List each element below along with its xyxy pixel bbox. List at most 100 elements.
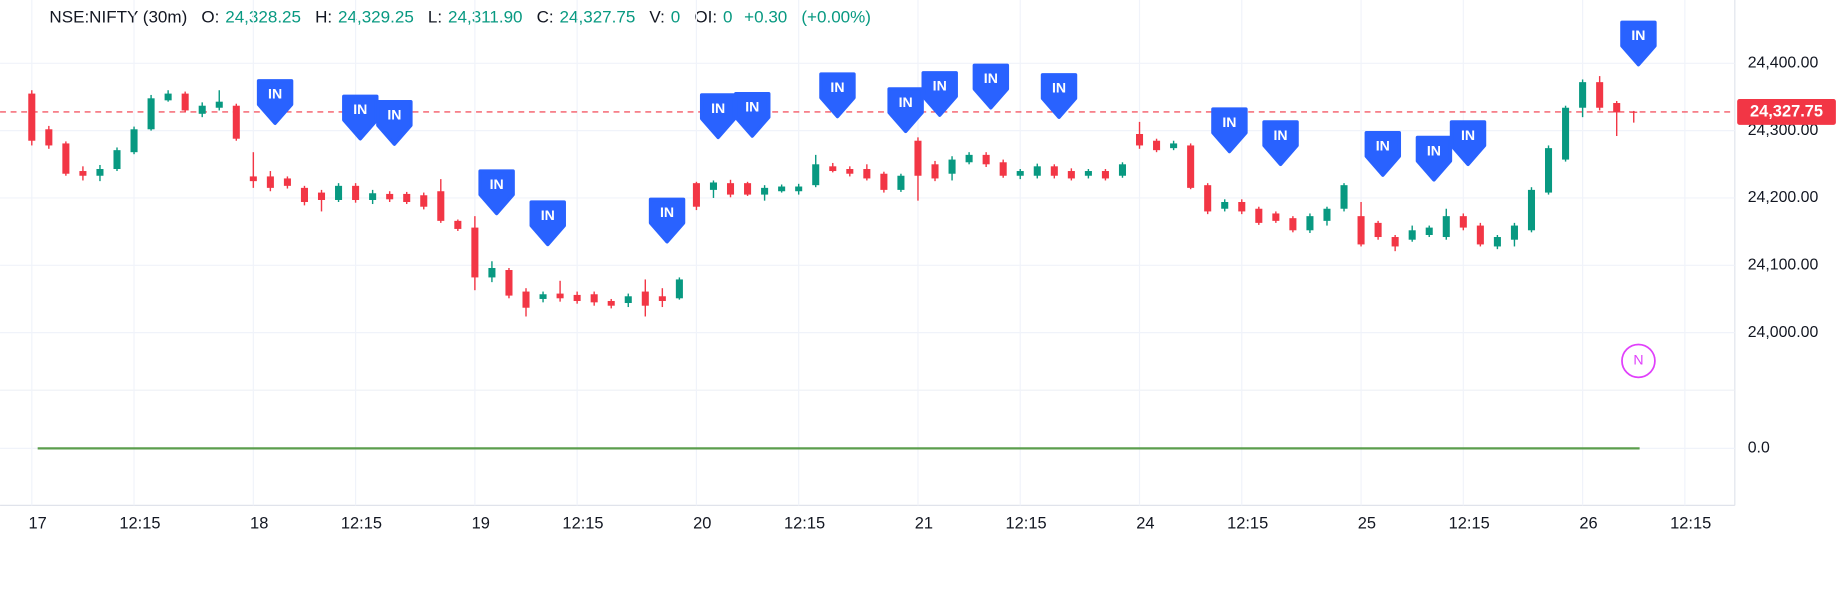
marker-flag [1364, 130, 1402, 177]
marker-label: IN [490, 176, 504, 192]
marker-label: IN [711, 100, 725, 116]
signal-marker: IN [699, 93, 737, 140]
candle-body [198, 105, 206, 114]
signal-marker: IN [256, 79, 294, 125]
marker-flag [1211, 107, 1248, 154]
note-label: N [1633, 352, 1643, 368]
candle-body [1323, 208, 1331, 221]
marker-flag [1449, 120, 1487, 167]
marker-flag [699, 93, 737, 140]
y-tick-label: 24,100.00 [1748, 256, 1819, 273]
candle-body [386, 193, 394, 200]
candle-body [1016, 171, 1024, 176]
candle-body [130, 129, 138, 153]
marker-flag [1040, 73, 1078, 119]
candle-body [1170, 143, 1178, 149]
marker-flag [734, 91, 771, 138]
current-price-label: 24,327.75 [1750, 102, 1823, 120]
candle-body [1221, 202, 1229, 209]
note-circle [1621, 343, 1656, 379]
candle-body [317, 192, 326, 200]
signal-marker: IN [529, 200, 566, 247]
signal-marker: IN [478, 169, 515, 216]
candle-body [1289, 218, 1297, 231]
candle-body [761, 187, 769, 195]
marker-flag [1620, 20, 1657, 67]
marker-flag [342, 94, 379, 141]
marker-label: IN [268, 86, 282, 102]
candle-body [658, 296, 666, 301]
signal-marker: IN [972, 63, 1010, 110]
candle-body [1187, 145, 1195, 188]
marker-label: IN [387, 107, 401, 123]
signal-marker: IN [1620, 20, 1657, 67]
candle-body [420, 195, 428, 207]
candle-body [1067, 171, 1075, 179]
signal-marker: IN [1262, 120, 1299, 167]
candle-body [1118, 164, 1127, 176]
marker-label: IN [1427, 142, 1441, 158]
signal-marker: IN [921, 71, 958, 117]
candle-body [1493, 237, 1501, 247]
y2-tick-label: 0.0 [1748, 440, 1770, 457]
candle-body [846, 169, 854, 174]
note-marker: N [1621, 343, 1656, 379]
x-tick-label: 25 [1358, 515, 1376, 533]
x-tick-label: 12:15 [1449, 515, 1490, 533]
y-tick-label: 24,400.00 [1748, 54, 1819, 71]
candle-body [829, 166, 837, 172]
x-tick-label: 20 [693, 515, 711, 533]
marker-label: IN [830, 79, 844, 95]
legend-key: O: [201, 7, 219, 26]
candle-body [181, 93, 189, 111]
candle-body [709, 182, 717, 190]
x-tick-label: 12:15 [1670, 515, 1711, 533]
candle-body [1408, 230, 1416, 240]
candle-body [1442, 216, 1450, 238]
candle-body [28, 93, 36, 141]
signal-marker: IN [819, 72, 856, 119]
marker-flag [1415, 135, 1453, 182]
marker-flag [256, 79, 294, 125]
candle-body [692, 183, 700, 207]
candle-body [62, 143, 70, 174]
candle-body [369, 193, 377, 200]
candle-body [215, 101, 223, 108]
marker-label: IN [541, 207, 555, 223]
marker-flag [1262, 120, 1299, 167]
candle-body [675, 279, 683, 299]
candle-body [1391, 237, 1399, 247]
candle-body [300, 187, 308, 203]
marker-label: IN [1631, 27, 1645, 43]
candle-body [45, 129, 53, 146]
candle-body [1238, 202, 1246, 212]
legend-key: V: [649, 7, 664, 26]
candle-body [505, 270, 513, 296]
x-tick-label: 12:15 [1227, 515, 1268, 533]
candle-body [880, 173, 888, 190]
candle-body [522, 291, 530, 308]
candle-body [1033, 166, 1041, 176]
signal-marker: IN [734, 91, 771, 138]
candle-body [1476, 225, 1484, 245]
legend-key: L: [428, 7, 442, 26]
marker-flag [648, 197, 686, 244]
candle-body [863, 169, 871, 179]
candle-body [744, 183, 752, 195]
x-tick-label: 12:15 [119, 515, 160, 533]
marker-label: IN [745, 99, 759, 115]
candle-body [1545, 148, 1553, 193]
marker-label: IN [1052, 80, 1066, 96]
marker-label: IN [1376, 138, 1390, 154]
candle-body [1425, 227, 1433, 236]
candle-body [352, 185, 360, 200]
signal-marker: IN [887, 87, 924, 134]
signal-marker: IN [376, 100, 413, 146]
x-tick-label: 12:15 [1006, 515, 1047, 533]
candle-body [1272, 213, 1280, 221]
legend-change-percent: (+0.00%) [801, 7, 871, 26]
y-tick-label: 24,000.00 [1748, 324, 1819, 341]
candle-body [624, 296, 632, 304]
candle-body [1204, 185, 1212, 212]
